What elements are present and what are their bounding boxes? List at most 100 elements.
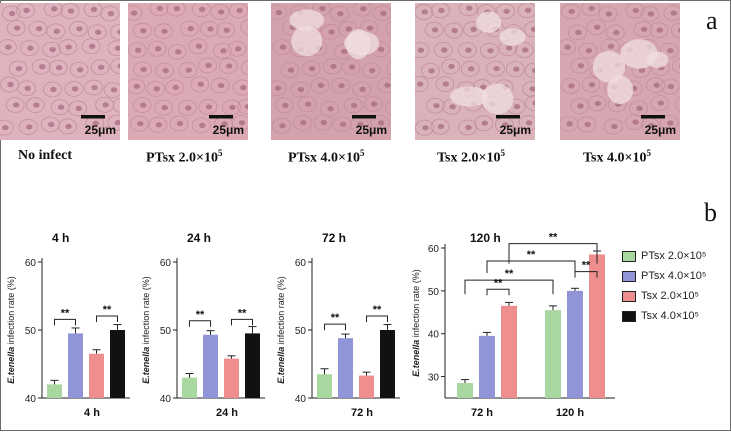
cell-nucleus bbox=[465, 125, 471, 130]
cell-nucleus bbox=[506, 45, 512, 50]
cell-nucleus bbox=[346, 26, 352, 31]
significance-label: ** bbox=[527, 249, 536, 261]
cell-nucleus bbox=[25, 86, 31, 91]
cell-nucleus bbox=[328, 29, 334, 34]
cell-nucleus bbox=[174, 6, 180, 11]
cell-nucleus bbox=[131, 10, 137, 15]
y-tick-label: 40 bbox=[295, 394, 307, 405]
significance-bracket bbox=[325, 324, 346, 330]
bar bbox=[224, 359, 239, 398]
cell-nucleus bbox=[433, 103, 439, 108]
legend-swatch bbox=[622, 311, 636, 322]
micrograph-image: 25μm bbox=[128, 3, 248, 140]
cell-nucleus bbox=[493, 66, 499, 71]
cell-nucleus bbox=[48, 122, 54, 127]
chart-title: 72 h bbox=[322, 231, 346, 245]
bar bbox=[203, 335, 218, 398]
cell-nucleus bbox=[175, 49, 181, 54]
cell-nucleus bbox=[298, 87, 304, 92]
panel-label-b: b bbox=[704, 198, 717, 228]
cell-nucleus bbox=[668, 84, 674, 89]
cell-nucleus bbox=[330, 64, 336, 69]
cell-nucleus bbox=[23, 8, 29, 13]
significance-bracket bbox=[55, 319, 76, 325]
y-axis-label-text: infection rate (%) bbox=[276, 276, 286, 347]
cell-nucleus bbox=[76, 26, 82, 31]
cell-nucleus bbox=[451, 28, 457, 33]
cell-nucleus bbox=[177, 121, 183, 126]
cell-nucleus bbox=[369, 68, 375, 73]
cell-nucleus bbox=[658, 100, 664, 105]
cell-nucleus bbox=[448, 64, 454, 69]
cell-nucleus bbox=[140, 67, 146, 72]
scale-label: 25μm bbox=[356, 123, 387, 137]
cell-nucleus bbox=[276, 10, 282, 15]
cell-nucleus bbox=[108, 11, 114, 16]
cell-nucleus bbox=[305, 102, 311, 107]
cell-nucleus bbox=[449, 104, 455, 109]
cell-nucleus bbox=[140, 103, 146, 108]
cell-nucleus bbox=[205, 63, 211, 68]
legend-item: Tsx 2.0×10⁵ bbox=[622, 286, 706, 306]
cell-nucleus bbox=[185, 105, 191, 110]
cell-nucleus bbox=[54, 29, 60, 34]
y-tick-label: 50 bbox=[428, 287, 440, 298]
cell-nucleus bbox=[7, 82, 13, 87]
cell-nucleus bbox=[525, 8, 531, 13]
cell-nucleus bbox=[199, 7, 205, 12]
y-axis-label: E.tenella infection rate (%) bbox=[141, 276, 151, 384]
y-tick-label: 60 bbox=[428, 244, 440, 255]
micrograph: 25μm bbox=[560, 3, 680, 140]
bar bbox=[359, 376, 374, 398]
y-tick-label: 60 bbox=[160, 258, 172, 269]
y-axis-label-text: infection rate (%) bbox=[411, 269, 421, 340]
legend-label: PTsx 4.0×10⁵ bbox=[641, 270, 706, 282]
cell-nucleus bbox=[432, 27, 438, 32]
chart-title: 4 h bbox=[52, 231, 69, 245]
cell-nucleus bbox=[568, 83, 574, 88]
y-axis-label: E.tenella infection rate (%) bbox=[411, 269, 421, 377]
cell-nucleus bbox=[220, 48, 226, 53]
y-axis-label-species: E.tenella bbox=[411, 340, 421, 377]
cell-nucleus bbox=[186, 67, 192, 72]
legend-label: Tsx 4.0×10⁵ bbox=[641, 310, 699, 322]
y-axis-label-species: E.tenella bbox=[141, 347, 151, 384]
cell-nucleus bbox=[349, 64, 355, 69]
cell-nucleus bbox=[321, 120, 327, 125]
bar bbox=[545, 310, 561, 398]
cell-nucleus bbox=[206, 104, 212, 109]
cell-nucleus bbox=[226, 63, 232, 68]
significance-label: ** bbox=[373, 304, 382, 316]
legend-swatch bbox=[622, 271, 636, 282]
cell-nucleus bbox=[198, 82, 204, 87]
cell-nucleus bbox=[422, 125, 428, 130]
cell-nucleus bbox=[487, 48, 493, 53]
legend-item: Tsx 4.0×10⁵ bbox=[622, 306, 706, 326]
cell-nucleus bbox=[337, 11, 343, 16]
cell-nucleus bbox=[280, 45, 286, 50]
cell-nucleus bbox=[667, 48, 673, 53]
cell-nucleus bbox=[594, 25, 600, 30]
y-axis-label: E.tenella infection rate (%) bbox=[6, 276, 16, 384]
significance-bracket bbox=[232, 319, 253, 325]
cell-nucleus bbox=[636, 106, 642, 111]
micrograph-label: PTsx 4.0×105 bbox=[288, 148, 365, 167]
scale-label: 25μm bbox=[213, 123, 244, 137]
y-tick-label: 60 bbox=[295, 258, 307, 269]
cell-nucleus bbox=[102, 102, 108, 107]
y-tick-label: 60 bbox=[25, 258, 37, 269]
scale-bar bbox=[352, 115, 376, 119]
cell-nucleus bbox=[5, 45, 11, 50]
cell-nucleus bbox=[77, 67, 83, 72]
x-axis-label: 24 h bbox=[216, 407, 238, 419]
cell-nucleus bbox=[98, 65, 104, 70]
bar bbox=[89, 354, 104, 398]
scale-bar bbox=[641, 115, 665, 119]
cell-nucleus bbox=[26, 124, 32, 129]
cell-nucleus bbox=[207, 26, 213, 31]
cell-nucleus bbox=[633, 8, 639, 13]
significance-bracket bbox=[487, 289, 509, 295]
scale-label: 25μm bbox=[85, 123, 116, 137]
